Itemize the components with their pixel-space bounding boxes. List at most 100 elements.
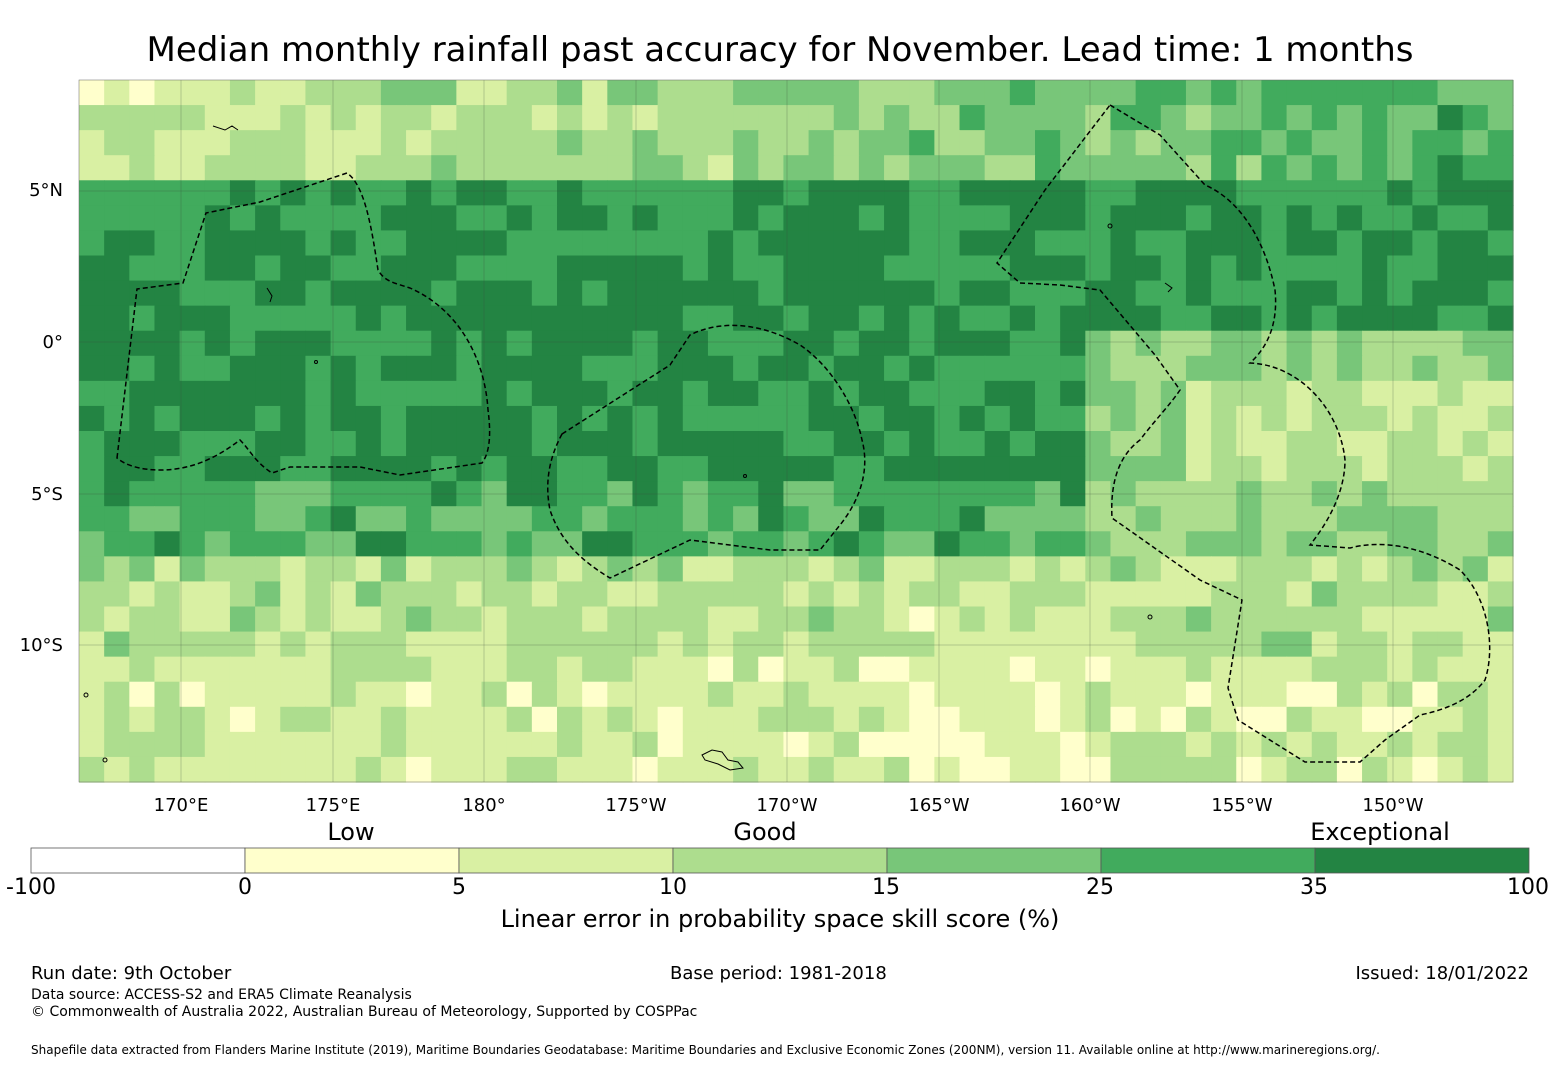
skill-cell bbox=[1311, 80, 1338, 106]
skill-cell bbox=[79, 756, 105, 783]
skill-cell bbox=[607, 656, 634, 683]
skill-cell bbox=[1437, 581, 1464, 608]
skill-cell bbox=[1009, 80, 1036, 106]
skill-cell bbox=[104, 405, 130, 432]
colorbar-bin bbox=[244, 847, 460, 874]
skill-cell bbox=[607, 681, 634, 708]
map-frame bbox=[78, 79, 1514, 783]
skill-cell bbox=[1236, 155, 1263, 181]
skill-cell bbox=[204, 230, 231, 257]
skill-cell bbox=[1311, 355, 1338, 382]
skill-cell bbox=[204, 681, 231, 708]
skill-cell bbox=[204, 355, 231, 382]
skill-cell bbox=[1387, 456, 1413, 482]
skill-cell bbox=[833, 656, 860, 683]
skill-cell bbox=[380, 656, 407, 683]
skill-cell bbox=[1462, 431, 1489, 457]
skill-cell bbox=[783, 105, 810, 131]
skill-cell bbox=[884, 556, 910, 583]
skill-cell bbox=[1336, 405, 1363, 432]
skill-cell bbox=[355, 305, 382, 332]
skill-cell bbox=[1362, 506, 1388, 532]
skill-cell bbox=[1085, 606, 1112, 633]
skill-cell bbox=[1487, 130, 1514, 156]
skill-cell bbox=[1462, 280, 1489, 307]
x-tick-label: 170°E bbox=[153, 795, 209, 816]
skill-cell bbox=[1009, 255, 1036, 282]
skill-cell bbox=[1362, 280, 1388, 307]
skill-cell bbox=[506, 180, 533, 206]
colorbar-bin bbox=[1100, 847, 1316, 874]
skill-cell bbox=[506, 205, 533, 232]
skill-cell bbox=[1135, 230, 1162, 257]
skill-cell bbox=[833, 105, 860, 131]
skill-cell bbox=[557, 531, 583, 557]
skill-cell bbox=[707, 80, 734, 106]
skill-cell bbox=[204, 130, 231, 156]
skill-cell bbox=[1336, 205, 1363, 232]
skill-cell bbox=[431, 180, 457, 206]
skill-cell bbox=[1437, 280, 1464, 307]
skill-cell bbox=[1009, 105, 1036, 131]
skill-cell bbox=[959, 280, 986, 307]
skill-cell bbox=[833, 556, 860, 583]
skill-cell bbox=[506, 706, 533, 733]
colorbar-tick-label: 25 bbox=[1086, 875, 1114, 900]
skill-cell bbox=[884, 280, 910, 307]
skill-cell bbox=[355, 731, 382, 758]
skill-cell bbox=[858, 405, 885, 432]
skill-cell bbox=[1286, 681, 1313, 708]
skill-cell bbox=[1035, 631, 1061, 658]
skill-cell bbox=[657, 556, 684, 583]
skill-cell bbox=[1387, 130, 1413, 156]
skill-cell bbox=[833, 155, 860, 181]
skill-cell bbox=[1211, 506, 1237, 532]
skill-cell bbox=[1462, 380, 1489, 407]
skill-cell bbox=[154, 631, 181, 658]
skill-cell bbox=[280, 631, 307, 658]
skill-cell bbox=[204, 431, 231, 457]
skill-cell bbox=[1035, 606, 1061, 633]
skill-cell bbox=[858, 255, 885, 282]
skill-cell bbox=[406, 280, 432, 307]
skill-cell bbox=[707, 405, 734, 432]
skill-cell bbox=[330, 255, 357, 282]
skill-cell bbox=[1412, 556, 1439, 583]
skill-cell bbox=[104, 456, 130, 482]
skill-cell bbox=[707, 130, 734, 156]
skill-cell bbox=[1009, 506, 1036, 532]
skill-cell bbox=[1060, 230, 1086, 257]
skill-cell bbox=[1437, 456, 1464, 482]
skill-cell bbox=[179, 556, 206, 583]
skill-cell bbox=[733, 456, 759, 482]
skill-cell bbox=[506, 230, 533, 257]
skill-cell bbox=[154, 405, 181, 432]
skill-cell bbox=[330, 130, 357, 156]
skill-cell bbox=[909, 756, 935, 783]
skill-cell bbox=[1009, 581, 1036, 608]
skill-cell bbox=[255, 280, 281, 307]
skill-cell bbox=[1135, 255, 1162, 282]
skill-cell bbox=[531, 756, 558, 783]
skill-cell bbox=[884, 531, 910, 557]
skill-cell bbox=[1060, 330, 1086, 357]
skill-cell bbox=[1462, 756, 1489, 783]
colorbar-tick-label: 10 bbox=[659, 875, 687, 900]
skill-cell bbox=[707, 230, 734, 257]
skill-cell bbox=[280, 556, 307, 583]
skill-cell bbox=[305, 681, 332, 708]
skill-cell bbox=[984, 706, 1011, 733]
skill-cell bbox=[1286, 280, 1313, 307]
skill-cell bbox=[406, 456, 432, 482]
skill-cell bbox=[657, 255, 684, 282]
skill-cell bbox=[1286, 531, 1313, 557]
skill-cell bbox=[1110, 180, 1137, 206]
skill-cell bbox=[858, 155, 885, 181]
skill-cell bbox=[1362, 456, 1388, 482]
skill-cell bbox=[1085, 706, 1112, 733]
skill-cell bbox=[229, 731, 256, 758]
skill-cell bbox=[481, 105, 508, 131]
skill-cell bbox=[758, 431, 785, 457]
skill-cell bbox=[959, 656, 986, 683]
skill-cell bbox=[1185, 431, 1212, 457]
